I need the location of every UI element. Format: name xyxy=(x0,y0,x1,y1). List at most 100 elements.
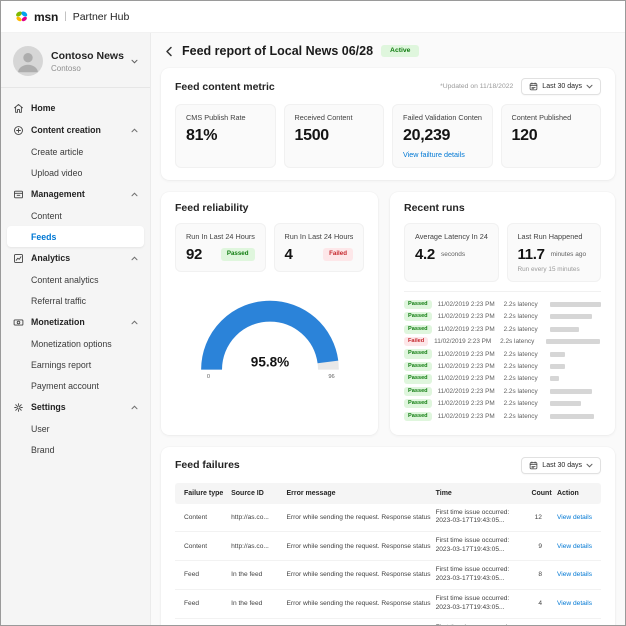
run-latency: 2.2s latency xyxy=(503,362,538,370)
sidebar-item-home[interactable]: Home xyxy=(7,97,144,119)
recent-runs-card: Recent runs Average Latency In 24 Hours 4… xyxy=(390,192,615,435)
back-button[interactable] xyxy=(164,45,174,58)
run-row: Passed 11/02/2019 2:23 PM 2.2s latency xyxy=(404,410,601,422)
sidebar-item-analytics[interactable]: Analytics xyxy=(7,247,144,269)
account-subtitle: Contoso xyxy=(51,63,81,73)
run-bar-fill xyxy=(549,376,559,382)
chevron-down-icon xyxy=(586,463,593,468)
plus-circle-icon xyxy=(13,125,24,136)
view-details-link[interactable]: View details xyxy=(556,542,593,550)
main-content: Feed report of Local News 06/28 Active F… xyxy=(151,33,625,625)
sidebar-item-earnings-report[interactable]: Earnings report xyxy=(7,354,144,375)
run-timestamp: 11/02/2019 2:23 PM xyxy=(437,350,495,358)
failures-body: Content http://as.co... Error while sendin… xyxy=(175,503,601,625)
date-range-label: Last 30 days xyxy=(542,83,582,90)
sidebar-item-label: Feeds xyxy=(31,231,57,242)
sidebar-item-label: Monetization options xyxy=(31,338,112,349)
metric-label: Received Content xyxy=(294,113,353,122)
run-bar xyxy=(549,413,601,419)
run-latency: 2.2s latency xyxy=(503,300,538,308)
sidebar-item-user[interactable]: User xyxy=(7,418,144,439)
reliability-tiles: Run In Last 24 Hours 92 Passed Run In Last … xyxy=(175,223,364,272)
time-cell: First time issue occurred:2023-03-17T19:… xyxy=(430,503,527,533)
sidebar-item-monetization[interactable]: Monetization xyxy=(7,311,144,333)
feed-failures-card: Feed failures Last 30 days Failure type S… xyxy=(161,446,615,625)
view-details-link[interactable]: View details xyxy=(556,600,593,608)
chevron-down-icon xyxy=(131,59,138,64)
sidebar-item-label: Settings xyxy=(31,402,66,412)
chart-icon xyxy=(13,253,24,264)
run-bar xyxy=(549,388,601,394)
sidebar-item-referral-traffic[interactable]: Referral traffic xyxy=(7,290,144,311)
run-row: Passed 11/02/2019 2:23 PM 2.2s latency xyxy=(404,323,601,335)
sidebar-item-upload-video[interactable]: Upload video xyxy=(7,162,144,183)
run-bar xyxy=(549,326,601,332)
error-message-cell: Error while sending the request. Respons… xyxy=(281,503,431,533)
view-failure-details-link[interactable]: View failture details xyxy=(403,150,465,159)
brand-divider: | xyxy=(64,11,67,22)
sidebar-item-content-analytics[interactable]: Content analytics xyxy=(7,269,144,290)
column-header-source-id: Source ID xyxy=(226,482,282,504)
sidebar-item-payment-account[interactable]: Payment account xyxy=(7,375,144,396)
sidebar-item-monetization-options[interactable]: Monetization options xyxy=(7,333,144,354)
time-line-2: 2023-03-17T19:43:05... xyxy=(435,574,505,582)
metric-label: Failed Validation Content xyxy=(403,113,482,122)
sidebar-item-brand[interactable]: Brand xyxy=(7,439,144,460)
run-bar-fill xyxy=(549,401,581,407)
run-row: Passed 11/02/2019 2:23 PM 2.2s latency xyxy=(404,398,601,410)
recent-runs-tile-1: Average Latency In 24 Hours 4.2 seconds xyxy=(404,223,499,282)
source-id-cell: http://as.co... xyxy=(226,531,282,562)
tile-label: Last Run Happened xyxy=(517,232,583,241)
sidebar-item-label: Brand xyxy=(31,444,55,455)
page-header: Feed report of Local News 06/28 Active xyxy=(164,44,615,58)
brand-name: msn xyxy=(34,9,59,24)
avatar-icon xyxy=(13,46,43,76)
sidebar-item-management[interactable]: Management xyxy=(7,183,144,205)
error-message-cell: Error while sending the request. Respons… xyxy=(281,531,431,562)
run-row: Passed 11/02/2019 2:23 PM 2.2s latency xyxy=(404,310,601,322)
failure-type-cell: Feed xyxy=(175,560,227,590)
sidebar-item-feeds[interactable]: Feeds xyxy=(7,226,144,247)
sidebar-item-content-creation[interactable]: Content creation xyxy=(7,119,144,141)
date-range-dropdown[interactable]: Last 30 days xyxy=(521,78,601,95)
run-bar-fill xyxy=(549,301,601,307)
run-bar xyxy=(549,351,601,357)
time-cell: First time issue occurred:2023-03-17T19:… xyxy=(430,560,527,590)
sidebar: Contoso News Contoso Home Content creatio… xyxy=(1,33,151,625)
sidebar-item-label: Content xyxy=(31,210,62,221)
error-message-cell: Error while sending the request. Respons… xyxy=(281,560,431,590)
run-status-badge: Passed xyxy=(220,248,255,261)
view-details-link[interactable]: View details xyxy=(556,513,593,521)
run-bar-fill xyxy=(549,413,594,419)
source-id-cell: In the feed xyxy=(226,560,282,590)
failure-type-cell: Feed xyxy=(175,589,227,619)
sidebar-item-content[interactable]: Content xyxy=(7,205,144,226)
table-row: Feed In the feed Error while sending the r… xyxy=(175,589,601,619)
metric-value: 120 xyxy=(511,127,538,144)
calendar-icon xyxy=(529,82,538,91)
run-bar-fill xyxy=(549,363,565,369)
account-switcher[interactable]: Contoso News Contoso xyxy=(1,33,150,88)
tile-label: Average Latency In 24 Hours xyxy=(415,232,488,241)
run-row: Failed 11/02/2019 2:23 PM 2.2s latency xyxy=(404,335,601,347)
tile-value: 4 xyxy=(284,246,293,263)
sidebar-item-create-article[interactable]: Create article xyxy=(7,141,144,162)
run-timestamp: 11/02/2019 2:23 PM xyxy=(437,387,495,395)
failures-date-range-dropdown[interactable]: Last 30 days xyxy=(521,456,601,474)
sidebar-item-label: Referral traffic xyxy=(31,295,87,306)
gauge-fill xyxy=(200,300,339,370)
run-timestamp: 11/02/2019 2:23 PM xyxy=(434,338,492,346)
count-cell: 12 xyxy=(526,503,552,533)
time-line-2: 2023-03-17T19:43:05... xyxy=(435,603,505,611)
run-status-badge: Passed xyxy=(404,324,432,334)
column-header-count: Count xyxy=(526,482,552,504)
time-line-1: First time issue occurred: xyxy=(435,508,510,516)
sidebar-item-settings[interactable]: Settings xyxy=(7,396,144,418)
metric-tile-cms-publish-rate: CMS Publish Rate 81% xyxy=(175,104,276,168)
account-name: Contoso News xyxy=(51,49,124,62)
time-cell: First time issue occurred:2023-03-17T19:… xyxy=(430,589,527,619)
sidebar-item-label: Management xyxy=(31,189,85,199)
view-details-link[interactable]: View details xyxy=(556,571,593,579)
tile-note: Run every 15 minutes xyxy=(517,266,580,273)
action-cell: View details xyxy=(551,618,601,625)
